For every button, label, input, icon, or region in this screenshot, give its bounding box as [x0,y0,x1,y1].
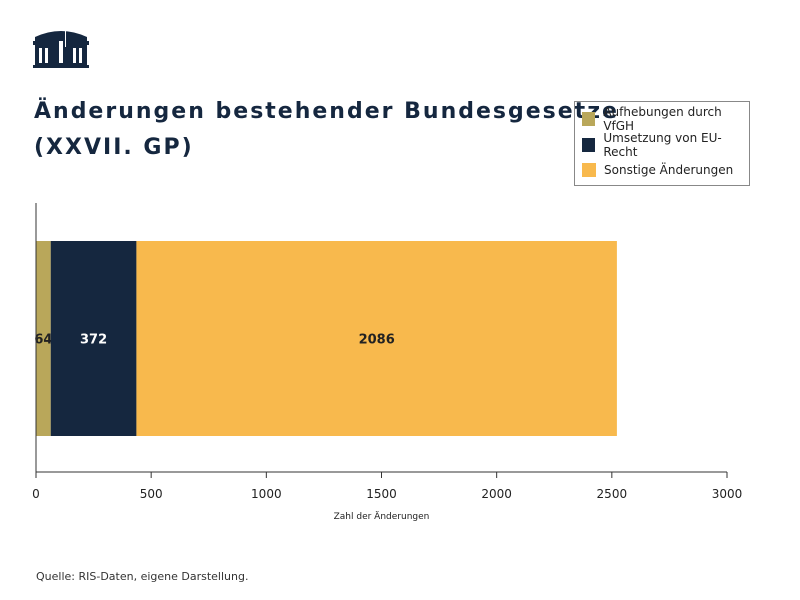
x-tick-label: 2500 [597,487,628,501]
legend: Aufhebungen durch VfGH Umsetzung von EU-… [574,101,750,186]
source-note: Quelle: RIS-Daten, eigene Darstellung. [36,570,249,583]
x-tick-label: 0 [32,487,40,501]
data-label: 372 [80,333,107,348]
x-axis-title: Zahl der Änderungen [334,511,430,522]
x-tick-label: 1000 [251,487,282,501]
legend-label: Sonstige Änderungen [604,163,734,177]
legend-item: Aufhebungen durch VfGH [582,105,749,133]
data-label: 64 [34,333,52,348]
bar-segment [136,241,617,436]
legend-swatch [582,163,596,177]
legend-label: Umsetzung von EU-Recht [603,131,722,159]
legend-item: Sonstige Änderungen [582,162,733,178]
x-tick-label: 3000 [712,487,743,501]
x-tick-label: 2000 [481,487,512,501]
legend-label: Aufhebungen durch VfGH [603,105,722,133]
title-line-1: Änderungen bestehender Bundesgesetze [34,99,619,124]
bar-segment [50,241,137,436]
chart-area: 64 372 2086 0 500 1000 1500 2000 2500 3000 Zahl de… [32,203,743,522]
legend-swatch [582,138,596,152]
chart-title: Änderungen bestehender Bundesgesetze (XX… [34,94,619,166]
title-line-2: (XXVII. GP) [34,135,194,160]
parliament-logo-icon [33,31,89,68]
bar-segment [36,241,51,436]
x-tick-label: 500 [140,487,163,501]
legend-item: Umsetzung von EU-Recht [582,131,749,159]
legend-swatch [582,112,596,126]
x-tick-label: 1500 [366,487,397,501]
data-label: 2086 [359,333,395,348]
